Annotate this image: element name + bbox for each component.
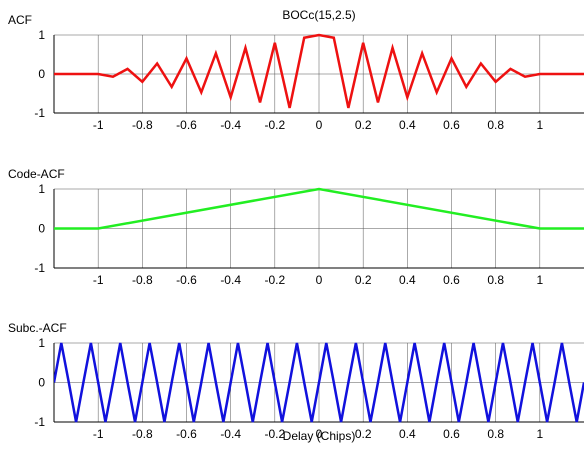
x-tick-label: -1 xyxy=(93,273,104,287)
x-tick-label: -0.8 xyxy=(132,427,153,441)
x-tick-label: 1 xyxy=(536,118,543,132)
series-line-1 xyxy=(54,33,584,109)
x-tick-label: -0.2 xyxy=(264,427,285,441)
panel-1 xyxy=(53,33,584,114)
x-tick-label: -1 xyxy=(93,118,104,132)
y-axis-label: Code-ACF xyxy=(8,167,65,181)
x-tick-label: 0.6 xyxy=(443,273,460,287)
x-tick-label: 0 xyxy=(316,118,323,132)
y-axis-label: ACF xyxy=(8,13,32,27)
x-tick-label: -0.4 xyxy=(220,273,241,287)
x-tick-label: 0.2 xyxy=(355,427,372,441)
y-tick-label: 1 xyxy=(38,182,45,196)
x-tick-label: 1 xyxy=(536,273,543,287)
y-tick-label: 0 xyxy=(38,67,45,81)
y-tick-label: 1 xyxy=(38,28,45,42)
x-tick-label: 0.4 xyxy=(399,118,416,132)
x-axis-label: Delay (Chips) xyxy=(283,429,356,443)
y-tick-label: -1 xyxy=(34,415,45,429)
x-tick-label: 0.8 xyxy=(487,118,504,132)
y-axis-label: Subc.-ACF xyxy=(8,321,67,335)
x-tick-label: -0.4 xyxy=(220,118,241,132)
x-tick-label: 0.4 xyxy=(399,273,416,287)
x-tick-label: 0.8 xyxy=(487,427,504,441)
x-tick-label: -0.6 xyxy=(176,427,197,441)
x-tick-label: 1 xyxy=(536,427,543,441)
panel-2 xyxy=(53,187,584,269)
series-line-3 xyxy=(54,342,584,423)
x-tick-label: -0.6 xyxy=(176,273,197,287)
y-tick-label: 0 xyxy=(38,376,45,390)
x-tick-label: -0.4 xyxy=(220,427,241,441)
x-tick-label: -0.2 xyxy=(264,118,285,132)
series-line-2 xyxy=(54,187,584,230)
x-tick-label: -0.6 xyxy=(176,118,197,132)
y-tick-label: -1 xyxy=(34,106,45,120)
panel-3 xyxy=(53,342,584,423)
x-tick-label: 0.6 xyxy=(443,427,460,441)
chart-title: BOCc(15,2.5) xyxy=(282,8,355,22)
y-tick-label: 0 xyxy=(38,222,45,236)
x-tick-label: 0.2 xyxy=(355,118,372,132)
x-tick-label: -0.2 xyxy=(264,273,285,287)
y-tick-label: -1 xyxy=(34,261,45,275)
y-tick-label: 1 xyxy=(38,336,45,350)
x-tick-label: -0.8 xyxy=(132,118,153,132)
x-tick-label: -1 xyxy=(93,427,104,441)
x-tick-label: 0.4 xyxy=(399,427,416,441)
x-tick-label: 0.8 xyxy=(487,273,504,287)
x-tick-label: 0.6 xyxy=(443,118,460,132)
x-tick-label: 0 xyxy=(316,273,323,287)
x-tick-label: -0.8 xyxy=(132,273,153,287)
x-tick-label: 0 xyxy=(316,427,323,441)
x-tick-label: 0.2 xyxy=(355,273,372,287)
